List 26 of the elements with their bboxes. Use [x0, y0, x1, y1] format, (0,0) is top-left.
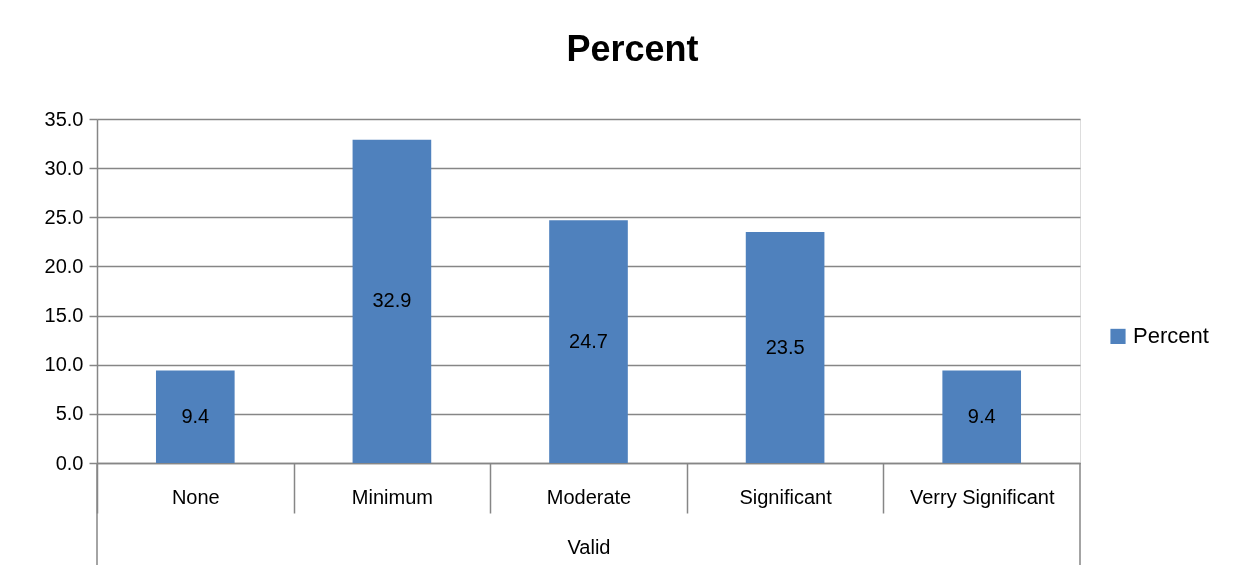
legend-label: Percent	[1133, 323, 1209, 349]
x-axis-title: Valid	[567, 536, 611, 559]
data-label: 24.7	[569, 329, 608, 352]
chart-title: Percent	[566, 28, 699, 69]
data-label: 9.4	[181, 404, 210, 427]
y-tick-label: 25.0	[44, 205, 84, 228]
data-label: 9.4	[967, 404, 996, 427]
data-label: 23.5	[765, 335, 805, 358]
x-tick-label: Significant	[739, 485, 833, 508]
x-tick-label: None	[171, 485, 220, 508]
y-tick-label: 35.0	[44, 107, 84, 130]
y-tick-label: 20.0	[44, 254, 84, 277]
y-tick-label: 5.0	[55, 402, 84, 425]
y-tick-label: 15.0	[44, 304, 84, 327]
bar	[155, 370, 235, 463]
x-tick-label: Moderate	[546, 485, 632, 508]
bar	[745, 232, 825, 463]
data-label: 32.9	[372, 289, 412, 312]
y-tick-label: 10.0	[44, 353, 84, 376]
y-tick-label: 30.0	[44, 156, 84, 179]
bar	[549, 220, 628, 463]
x-tick-label: Verry Significant	[909, 485, 1055, 508]
x-tick-label: Minimum	[351, 485, 433, 508]
bar	[352, 139, 432, 463]
y-tick-label: 0.0	[55, 451, 84, 474]
bar	[942, 370, 1022, 463]
